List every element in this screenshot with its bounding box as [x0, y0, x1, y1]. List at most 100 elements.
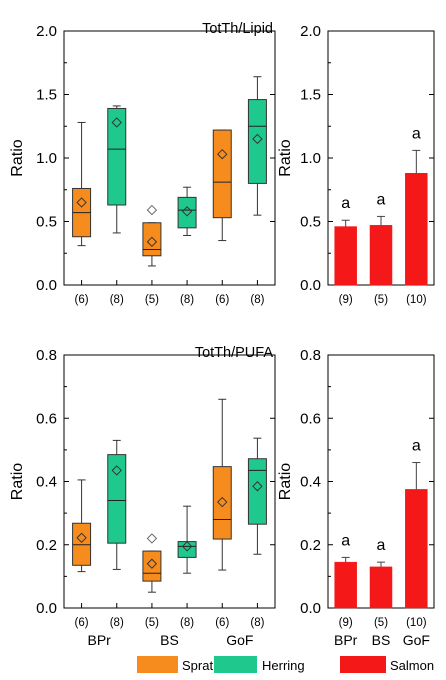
- bar-BPr: a (9) BPr: [334, 532, 358, 648]
- y-axis-label: Ratio: [9, 139, 26, 176]
- legend-label: Herring: [262, 658, 305, 673]
- panel-title: TotTh/Lipid: [202, 21, 273, 37]
- outlier-marker: [146, 533, 158, 544]
- plot-frame: [63, 354, 276, 609]
- x-category-label: BPr: [334, 632, 358, 648]
- bar-GoF: a (10) GoF: [403, 438, 430, 648]
- y-tick-label: 0.8: [36, 347, 57, 364]
- y-axis-label: Ratio: [9, 463, 26, 500]
- box-body: [247, 458, 267, 525]
- bar: [334, 226, 357, 286]
- y-tick-label: 1.0: [300, 150, 321, 167]
- x-category-label: GoF: [226, 632, 253, 648]
- sample-size-label: (6): [215, 294, 229, 306]
- y-axis-label: Ratio: [277, 463, 294, 500]
- box-body: [107, 454, 127, 544]
- sample-size-label: (5): [374, 617, 388, 629]
- sample-size-label: (10): [406, 294, 427, 306]
- box-GoF-herring: (8): [247, 76, 267, 306]
- box-body: [142, 550, 162, 582]
- box-BS-sprat: (5): [142, 533, 162, 629]
- bar: [369, 566, 393, 609]
- x-category-label: BS: [372, 632, 391, 648]
- box-BPr-herring: (8): [107, 439, 127, 629]
- bar-BS: a (5) BS: [369, 537, 393, 648]
- y-tick-label: 0.2: [300, 537, 321, 554]
- y-tick-label: 0.8: [300, 347, 321, 364]
- box-BS-herring: (8): [177, 505, 197, 629]
- legend-swatch: [214, 656, 257, 673]
- y-tick-label: 2.0: [36, 23, 57, 40]
- legend-item-sprat: Sprat: [137, 656, 213, 673]
- significance-letter: a: [341, 532, 350, 549]
- legend-swatch: [340, 656, 386, 673]
- sample-size-label: (9): [339, 617, 353, 629]
- y-tick-label: 0.0: [36, 600, 57, 617]
- panel-0: 0.0 0.5 1.0 1.5 2.0 Ratio TotTh/Lipid (6) (8) (5)…: [9, 21, 276, 306]
- box-BS-herring: (8): [177, 186, 197, 306]
- y-tick-label: 0.6: [36, 410, 57, 427]
- sample-size-label: (8): [250, 617, 264, 629]
- mean-marker: [146, 236, 158, 248]
- mean-marker: [146, 558, 158, 569]
- box-BPr-herring: (8): [107, 105, 127, 306]
- x-category-label: GoF: [403, 632, 430, 648]
- bar: [405, 172, 428, 286]
- y-axis-label: Ratio: [277, 139, 294, 176]
- box-BPr-sprat: (6): [72, 121, 92, 306]
- y-tick-label: 0.0: [36, 277, 57, 294]
- bar-BS: a (5): [369, 191, 393, 306]
- mean-marker: [217, 148, 228, 160]
- significance-letter: a: [412, 438, 421, 455]
- outlier-marker: [146, 204, 158, 216]
- bar: [334, 561, 357, 609]
- sample-size-label: (10): [406, 617, 427, 629]
- panel-2: 0.0 0.2 0.4 0.6 0.8 Ratio TotTh/PUFA (6) (8) (5) (…: [9, 345, 276, 648]
- sample-size-label: (6): [75, 617, 89, 629]
- significance-letter: a: [341, 195, 350, 212]
- bar-GoF: a (10): [405, 125, 428, 306]
- y-tick-label: 0.4: [36, 474, 57, 491]
- box-GoF-herring: (8): [247, 437, 267, 629]
- y-tick-label: 1.5: [36, 87, 57, 104]
- y-tick-label: 0.5: [300, 214, 321, 231]
- legend-item-salmon: Salmon: [340, 656, 434, 673]
- significance-letter: a: [377, 537, 386, 554]
- box-body: [177, 541, 197, 558]
- mean-marker: [181, 206, 193, 217]
- sample-size-label: (8): [110, 294, 124, 306]
- y-tick-label: 0.0: [300, 277, 321, 294]
- box-body: [107, 107, 127, 206]
- sample-size-label: (8): [180, 294, 194, 306]
- sample-size-label: (6): [215, 617, 229, 629]
- mean-marker: [252, 133, 263, 145]
- box-body: [247, 99, 267, 184]
- mean-marker: [111, 465, 122, 476]
- y-tick-label: 0.6: [300, 410, 321, 427]
- plot-frame: [63, 30, 276, 286]
- box-BPr-sprat: (6): [72, 479, 92, 629]
- legend-label: Salmon: [390, 658, 434, 673]
- box-body: [142, 222, 162, 257]
- y-tick-label: 1.0: [36, 150, 57, 167]
- box-BS-sprat: (5): [142, 204, 162, 306]
- bar: [405, 489, 428, 609]
- sample-size-label: (6): [75, 294, 89, 306]
- x-category-label: BPr: [87, 632, 111, 648]
- box-body: [212, 129, 232, 219]
- sample-size-label: (8): [250, 294, 264, 306]
- legend-swatch: [137, 656, 178, 673]
- mean-marker: [252, 481, 263, 492]
- sample-size-label: (8): [180, 617, 194, 629]
- bar-BPr: a (9): [334, 195, 357, 306]
- box-body: [177, 196, 197, 229]
- y-tick-label: 0.5: [36, 214, 57, 231]
- x-category-label: BS: [160, 632, 179, 648]
- legend: Sprat Herring Salmon: [137, 656, 434, 673]
- panel-title: TotTh/PUFA: [195, 345, 273, 361]
- sample-size-label: (5): [145, 617, 159, 629]
- significance-letter: a: [412, 125, 421, 142]
- mean-marker: [76, 197, 87, 208]
- mean-marker: [217, 496, 228, 508]
